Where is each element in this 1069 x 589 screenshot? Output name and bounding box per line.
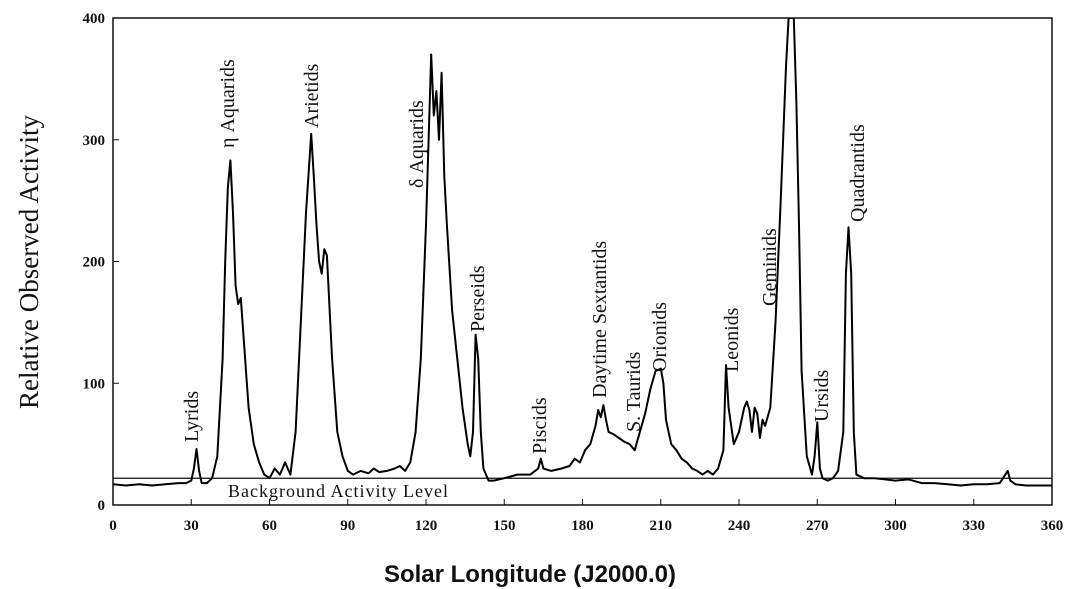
- shower-label: η Aquarids: [217, 59, 239, 148]
- shower-label: δ Aquarids: [406, 100, 428, 188]
- x-tick-label: 90: [340, 518, 355, 534]
- x-tick-label: 240: [728, 518, 751, 534]
- shower-label: Quadrantids: [847, 124, 869, 222]
- x-tick-label: 60: [262, 518, 277, 534]
- x-tick-label: 180: [571, 518, 594, 534]
- x-tick-label: 360: [1041, 518, 1064, 534]
- shower-label: Geminids: [759, 228, 781, 306]
- shower-label: Leonids: [721, 307, 743, 372]
- shower-label: Ursids: [811, 370, 833, 422]
- x-tick-label: 270: [806, 518, 829, 534]
- y-axis-label: Relative Observed Activity: [14, 115, 44, 409]
- x-tick-label: 300: [884, 518, 907, 534]
- x-tick-label: 120: [415, 518, 438, 534]
- shower-label: Daytime Sextantids: [589, 241, 611, 398]
- y-tick-label: 200: [83, 255, 106, 271]
- activity-line: [113, 18, 1052, 487]
- shower-label: Lyrids: [181, 391, 203, 442]
- shower-label: Piscids: [529, 397, 551, 454]
- x-tick-label: 30: [184, 518, 199, 534]
- x-axis-label: Solar Longitude (J2000.0): [384, 561, 676, 588]
- y-tick-label: 300: [83, 133, 106, 149]
- x-tick-label: 0: [109, 518, 117, 534]
- shower-label: S. Taurids: [623, 351, 645, 432]
- shower-label: Arietids: [301, 63, 323, 128]
- plot-frame: [112, 17, 1053, 506]
- shower-label: Orionids: [649, 302, 671, 372]
- x-tick-label: 150: [493, 518, 516, 534]
- x-tick-label: 330: [963, 518, 986, 534]
- y-tick-label: 400: [83, 11, 106, 27]
- background-label: Background Activity Level: [228, 481, 449, 501]
- x-tick-label: 210: [650, 518, 673, 534]
- y-tick-label: 0: [98, 498, 106, 514]
- y-tick-label: 100: [83, 376, 106, 392]
- shower-label: Perseids: [467, 265, 489, 332]
